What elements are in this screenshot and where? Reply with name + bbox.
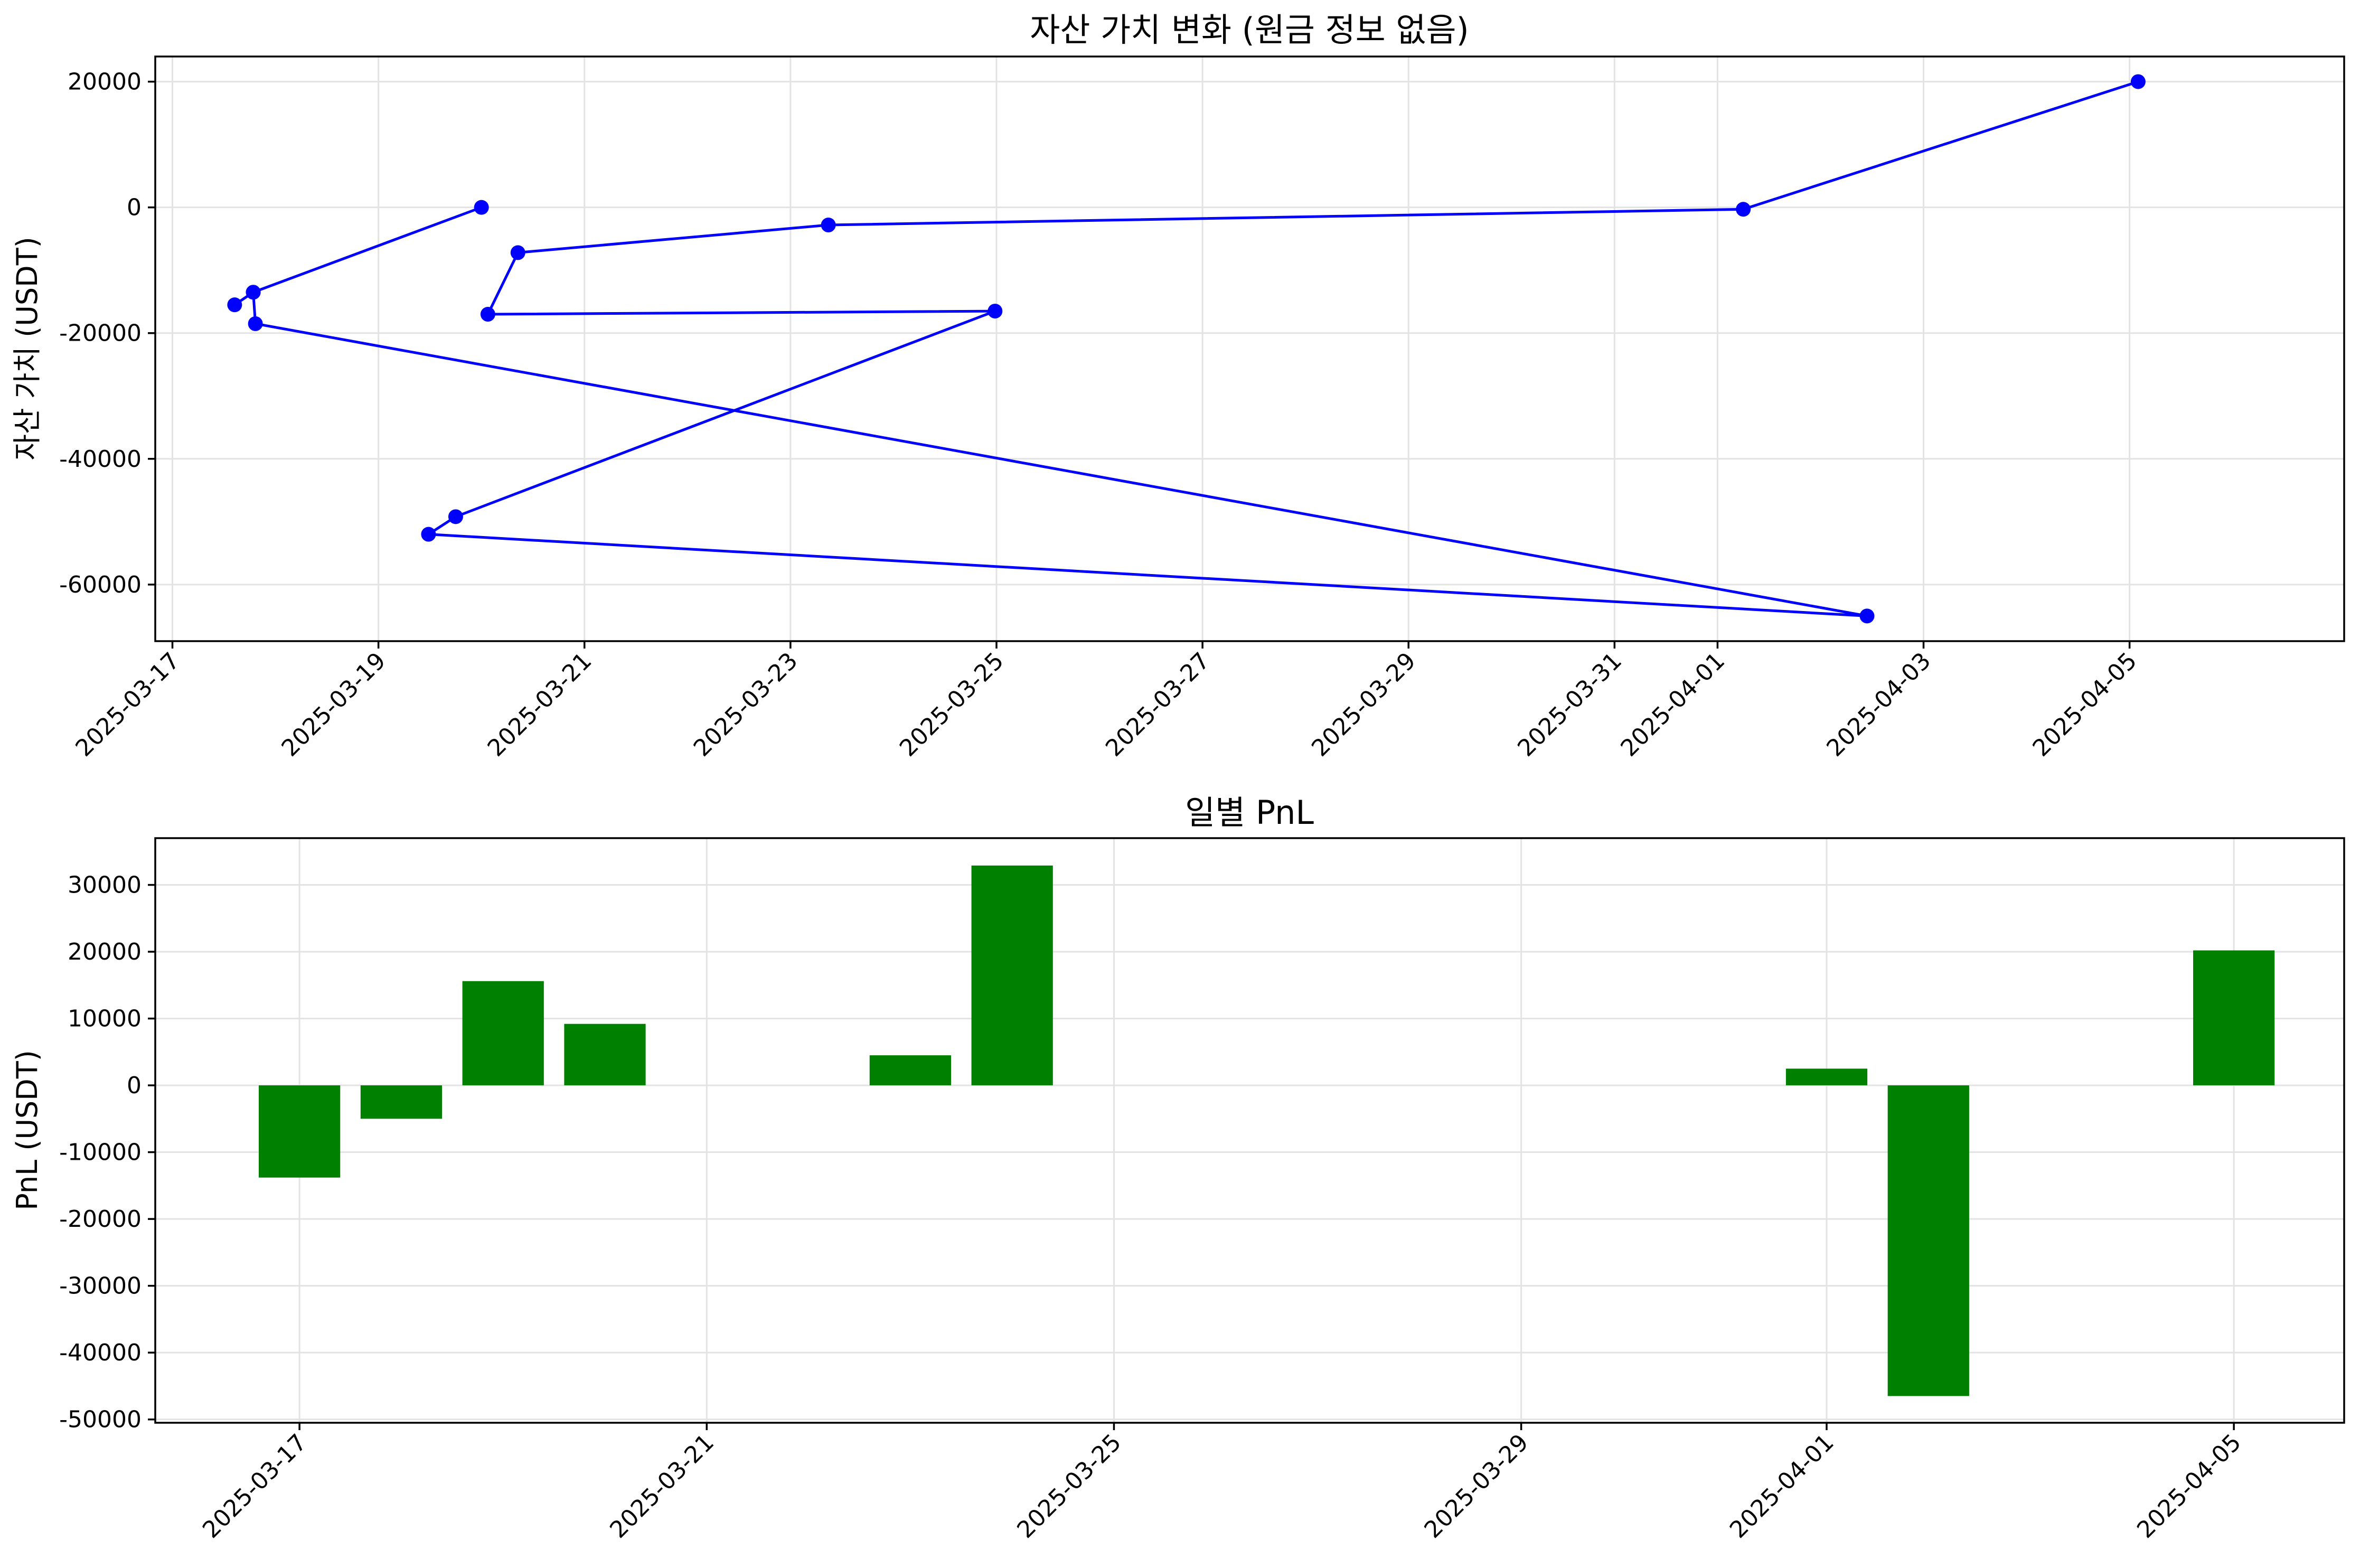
y-tick-label: 10000 <box>68 1006 142 1032</box>
y-tick-label: 0 <box>127 1072 142 1099</box>
pnl-bar <box>869 1055 951 1086</box>
pnl-bar <box>971 865 1053 1086</box>
y-tick-label: -60000 <box>59 571 142 598</box>
plot-frame <box>154 837 2345 1424</box>
y-tick-label: 20000 <box>68 69 142 96</box>
y-axis-label: 자산 가치 (USDT) <box>11 237 44 461</box>
chart-title: 일별 PnL <box>1185 793 1314 832</box>
data-point <box>246 285 261 300</box>
data-point <box>510 245 525 260</box>
y-axis-label: PnL (USDT) <box>11 1050 44 1210</box>
data-point <box>448 509 463 524</box>
data-point <box>248 316 263 331</box>
y-tick-label: -50000 <box>59 1406 142 1433</box>
data-point <box>480 307 495 322</box>
data-point <box>227 297 242 313</box>
pnl-bar <box>360 1085 443 1119</box>
y-tick-label: -30000 <box>59 1273 142 1300</box>
y-tick-label: -40000 <box>59 1339 142 1366</box>
pnl-bar <box>2193 950 2275 1086</box>
plot-frame <box>154 55 2345 642</box>
chart-title: 자산 가치 변화 (원금 정보 없음) <box>1030 11 1469 49</box>
daily-pnl-chart: 30000 20000 10000 0 -10000 -20000 -30000 -40000… <box>11 793 2345 1544</box>
pnl-bar <box>1887 1085 1969 1396</box>
pnl-bar <box>259 1085 341 1178</box>
data-point <box>1736 202 1751 217</box>
data-point <box>988 304 1003 319</box>
y-tick-label: 30000 <box>68 872 142 899</box>
data-point <box>2130 74 2146 89</box>
data-point <box>421 527 436 542</box>
y-tick-label: 20000 <box>68 938 142 965</box>
data-point <box>474 200 489 215</box>
data-point <box>821 218 836 233</box>
y-tick-label: -10000 <box>59 1139 142 1166</box>
pnl-bar <box>564 1024 646 1086</box>
y-tick-label: -20000 <box>59 320 142 347</box>
y-tick-label: -40000 <box>59 446 142 473</box>
data-point <box>1859 608 1875 624</box>
y-tick-label: 0 <box>127 194 142 221</box>
pnl-bar <box>1785 1068 1868 1086</box>
y-tick-label: -20000 <box>59 1206 142 1233</box>
pnl-bar <box>462 981 544 1086</box>
